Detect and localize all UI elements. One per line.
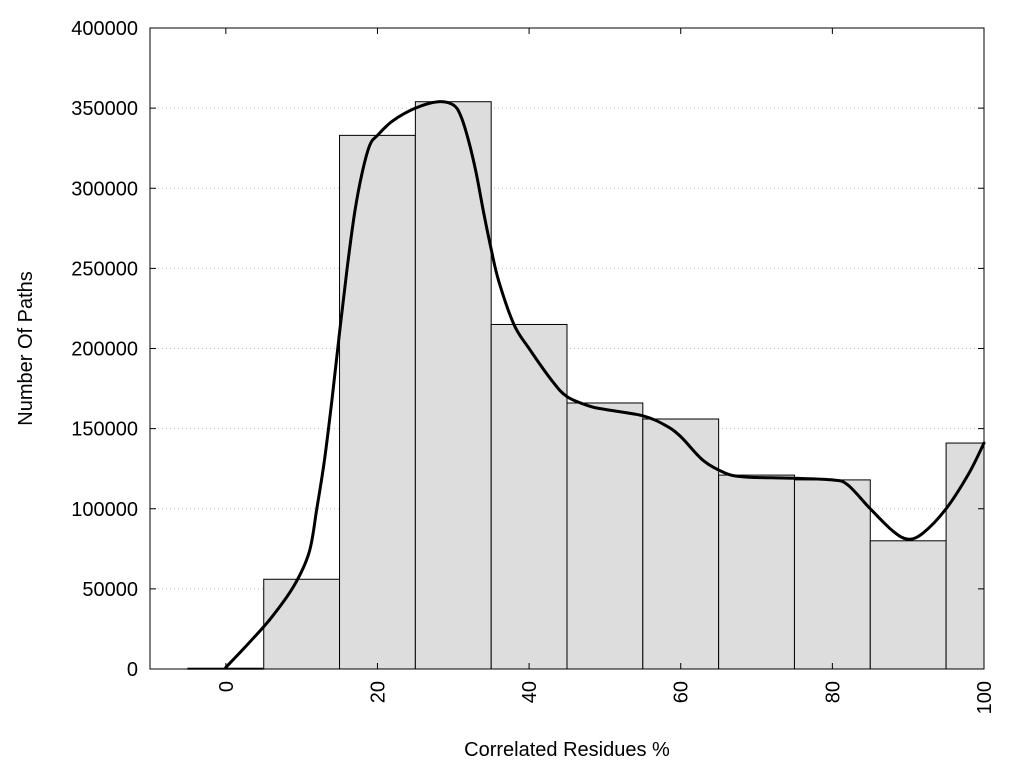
histogram-bar bbox=[869, 540, 947, 670]
density-curve bbox=[224, 100, 986, 669]
histogram-bar bbox=[718, 474, 795, 670]
x-axis-title: Correlated Residues % bbox=[464, 739, 670, 761]
y-tick-label: 150000 bbox=[71, 419, 138, 441]
histogram-bar bbox=[263, 578, 341, 670]
y-tick-label: 100000 bbox=[71, 499, 138, 521]
x-tick-label: 100 bbox=[974, 681, 996, 714]
y-tick-label: 400000 bbox=[71, 18, 138, 40]
y-tick-label: 0 bbox=[127, 659, 138, 681]
y-tick-label: 200000 bbox=[71, 339, 138, 361]
y-axis-title: Number Of Paths bbox=[15, 271, 37, 426]
y-tick-label: 50000 bbox=[82, 579, 138, 601]
histogram-bar bbox=[642, 418, 720, 670]
histogram-bar bbox=[793, 479, 871, 670]
histogram-bar bbox=[414, 101, 492, 670]
x-tick-label: 40 bbox=[519, 681, 541, 703]
y-tick-label: 350000 bbox=[71, 98, 138, 120]
y-tick-label: 250000 bbox=[71, 258, 138, 280]
x-tick-label: 80 bbox=[822, 681, 844, 703]
x-tick-label: 60 bbox=[671, 681, 693, 703]
x-tick-label: 0 bbox=[216, 681, 238, 692]
histogram-bar bbox=[945, 442, 985, 670]
histogram-bar bbox=[339, 134, 416, 670]
y-tick-label: 300000 bbox=[71, 178, 138, 200]
histogram-bar bbox=[566, 402, 644, 670]
x-tick-label: 20 bbox=[367, 681, 389, 703]
x-axis-ticks: 0 20 40 60 80 100 bbox=[216, 28, 996, 714]
histogram-bar bbox=[490, 323, 568, 670]
bars bbox=[187, 101, 985, 670]
y-axis-ticks: 0 50000 100000 150000 200000 250000 300000 3500… bbox=[71, 18, 984, 681]
